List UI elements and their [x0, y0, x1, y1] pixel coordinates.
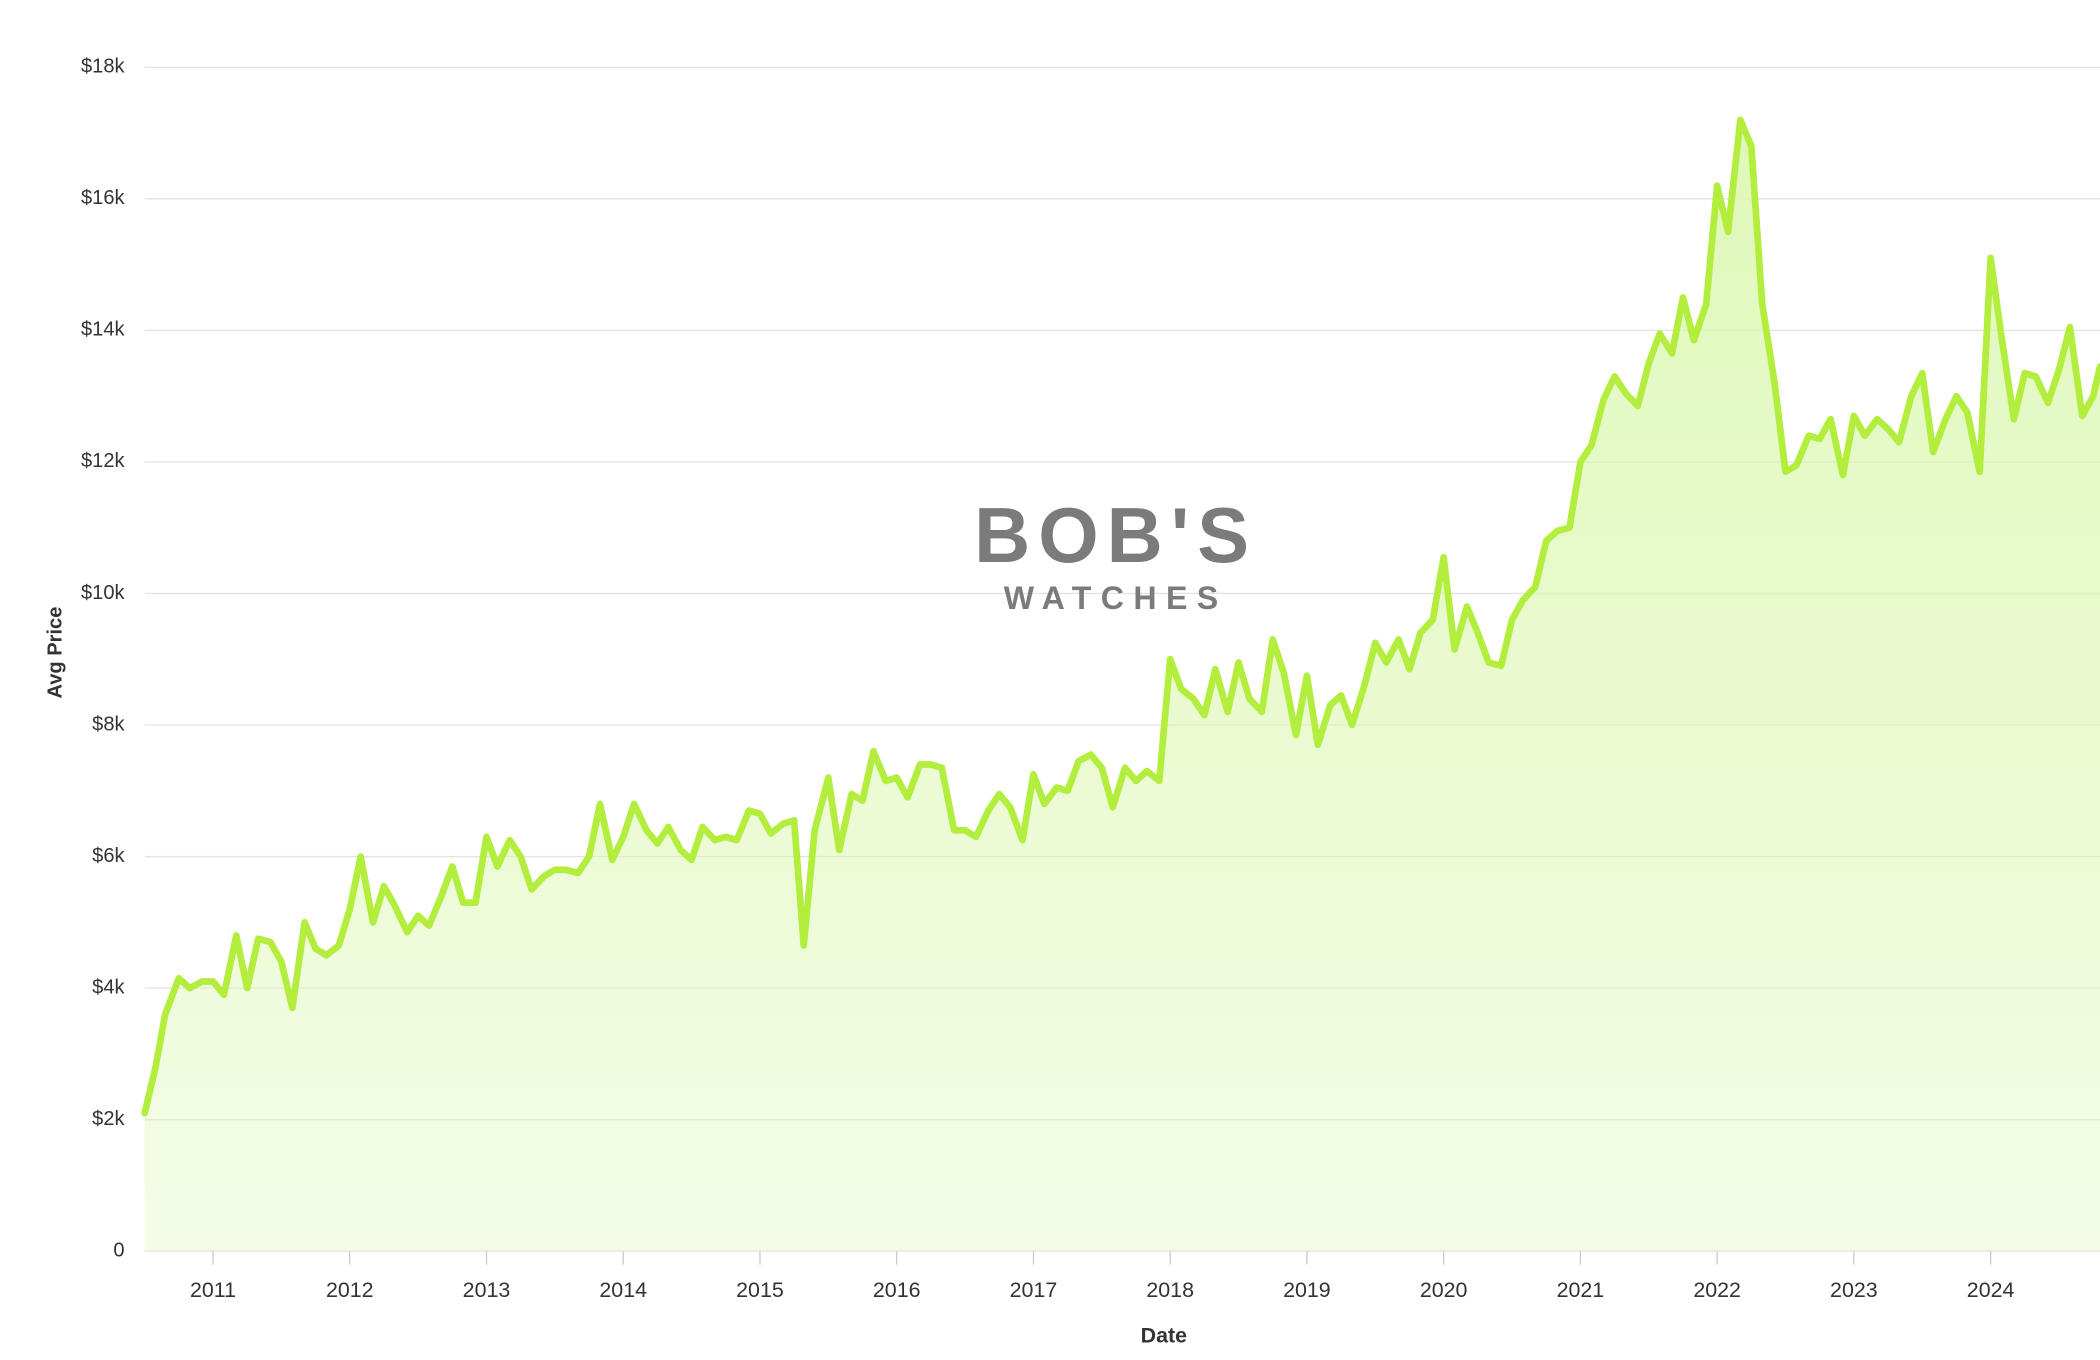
x-tick-label: 2023 — [1830, 1278, 1878, 1302]
x-tick-label: 2019 — [1283, 1278, 1331, 1302]
y-tick-label: $18k — [81, 56, 125, 78]
x-axis-label: Date — [1141, 1324, 1187, 1348]
x-tick-label: 2011 — [190, 1278, 236, 1302]
y-tick-label: $16k — [81, 187, 125, 209]
x-tick-label: 2015 — [736, 1278, 784, 1302]
x-tick-label: 2013 — [463, 1278, 511, 1302]
x-tick-label: 2018 — [1146, 1278, 1194, 1302]
y-tick-label: $2k — [92, 1108, 125, 1130]
y-tick-label: $14k — [81, 319, 125, 341]
x-tick-label: 2014 — [599, 1278, 647, 1302]
x-tick-label: 2021 — [1557, 1278, 1605, 1302]
y-tick-label: $8k — [92, 713, 125, 735]
area-fill — [144, 119, 2100, 1252]
x-tick-label: 2020 — [1420, 1278, 1468, 1302]
y-tick-label: $10k — [81, 582, 125, 604]
x-tick-label: 2016 — [873, 1278, 921, 1302]
x-tick-label: 2017 — [1010, 1278, 1058, 1302]
x-tick-label: 2012 — [326, 1278, 374, 1302]
watermark-sub: WATCHES — [1004, 580, 1228, 616]
x-tick-label: 2024 — [1967, 1278, 2015, 1302]
price-line — [141, 116, 2100, 1117]
y-tick-label: $4k — [92, 976, 125, 998]
x-tick-label: 2022 — [1693, 1278, 1741, 1302]
watermark-brand: BOB'S — [974, 493, 1257, 579]
y-tick-label: $12k — [81, 450, 125, 472]
watermark: BOB'S WATCHES — [974, 493, 1257, 616]
y-axis-label: Avg Price — [45, 607, 67, 699]
y-tick-label: $6k — [92, 845, 125, 867]
y-tick-label: 0 — [113, 1240, 124, 1262]
